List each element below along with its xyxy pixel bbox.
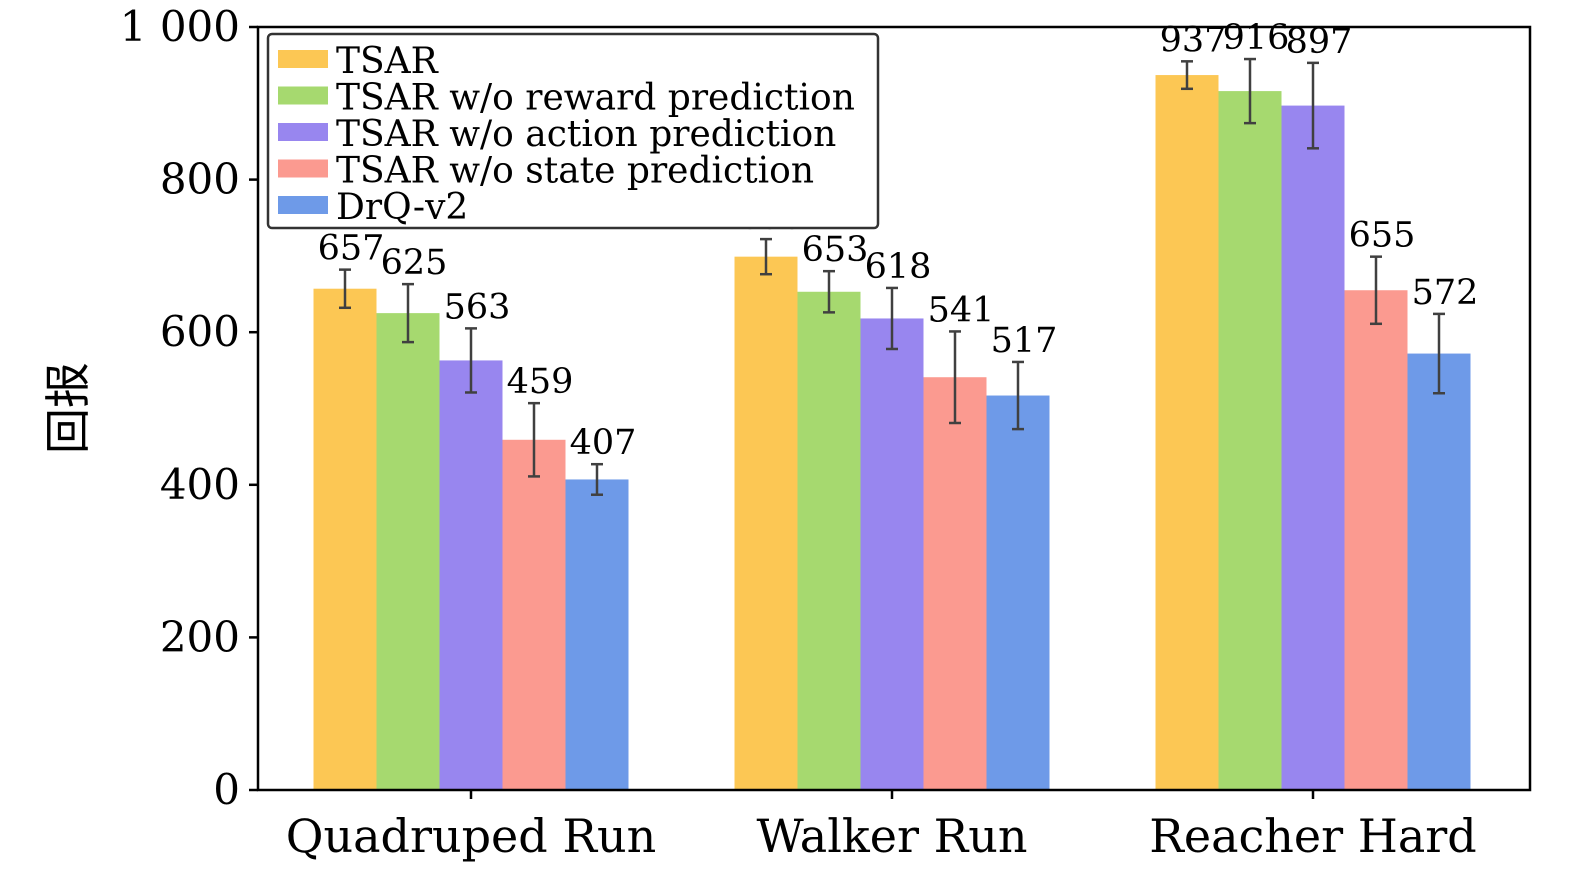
data-label: 563 <box>444 287 511 327</box>
data-label: 572 <box>1412 273 1479 313</box>
legend-label: TSAR w/o state prediction <box>336 151 814 192</box>
y-axis-label: 回报 <box>41 362 95 454</box>
data-label: 916 <box>1223 18 1290 58</box>
bar <box>376 313 440 790</box>
y-tick-label: 600 <box>160 307 240 356</box>
data-label: 541 <box>928 290 995 330</box>
data-label: 655 <box>1349 216 1416 256</box>
data-label: 517 <box>991 321 1058 361</box>
y-tick-label: 200 <box>160 612 240 661</box>
data-label: 407 <box>570 423 637 463</box>
legend-swatch <box>278 50 328 68</box>
bar <box>313 288 377 790</box>
legend-swatch <box>278 196 328 214</box>
y-tick-label: 1 000 <box>120 2 240 51</box>
bar <box>1407 353 1471 790</box>
data-label: 653 <box>802 230 869 270</box>
plot-frame <box>256 25 1532 792</box>
bar <box>986 395 1050 790</box>
y-tick-label: 400 <box>160 460 240 509</box>
bar <box>1218 91 1282 791</box>
bar <box>439 360 503 790</box>
data-label: 897 <box>1286 22 1353 62</box>
bar <box>734 256 798 791</box>
legend-swatch <box>278 86 328 105</box>
legend-label: TSAR <box>336 41 439 82</box>
bar <box>860 318 924 790</box>
data-label: 459 <box>507 362 574 402</box>
data-label: 618 <box>865 247 932 287</box>
legend-box <box>266 32 880 230</box>
legend-label: TSAR w/o reward prediction <box>336 78 855 119</box>
bar <box>923 377 987 790</box>
legend-label: DrQ-v2 <box>336 187 468 228</box>
y-tick-label: 0 <box>213 765 240 814</box>
bar <box>1344 290 1408 790</box>
bar <box>797 291 861 790</box>
legend-label: TSAR w/o action prediction <box>336 114 836 155</box>
y-tick-label: 800 <box>160 155 240 204</box>
x-tick-label: Reacher Hard <box>1149 809 1476 863</box>
bar <box>1155 75 1219 791</box>
data-label: 657 <box>318 229 385 269</box>
legend-swatch <box>278 159 328 178</box>
x-tick-label: Quadruped Run <box>286 809 656 863</box>
bar <box>1281 105 1345 791</box>
data-label: 625 <box>381 243 448 283</box>
bar <box>565 479 629 790</box>
x-tick-label: Walker Run <box>756 809 1027 863</box>
legend-swatch <box>278 123 328 141</box>
bar <box>502 439 566 790</box>
